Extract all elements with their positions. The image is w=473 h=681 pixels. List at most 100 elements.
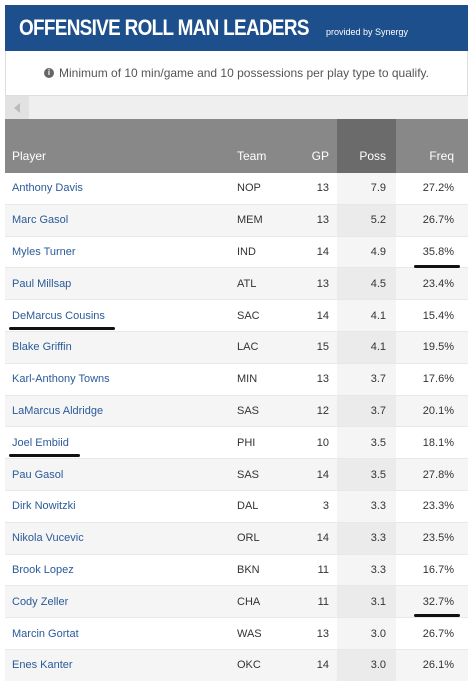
column-header-player[interactable]: Player xyxy=(12,149,47,163)
freq-cell: 27.8% xyxy=(422,468,454,481)
sorted-column-cell-bg xyxy=(337,649,396,681)
player-link[interactable]: Marc Gasol xyxy=(12,214,69,227)
sorted-column-cell-bg xyxy=(337,300,396,331)
sorted-column-cell-bg xyxy=(337,490,396,522)
sorted-column-cell-bg xyxy=(337,395,396,427)
horizontal-scrollbar[interactable] xyxy=(5,95,468,119)
sorted-column-cell-bg xyxy=(337,618,396,649)
gp-cell: 11 xyxy=(317,563,329,576)
player-link[interactable]: Enes Kanter xyxy=(12,659,73,672)
sorted-column-cell-bg xyxy=(337,554,396,586)
player-link[interactable]: Pau Gasol xyxy=(12,468,64,481)
qualification-text: Minimum of 10 min/game and 10 possession… xyxy=(59,66,429,80)
player-link[interactable]: Cody Zeller xyxy=(12,595,69,608)
poss-cell: 3.3 xyxy=(370,563,386,576)
scroll-left-button[interactable] xyxy=(5,96,29,119)
poss-cell: 3.3 xyxy=(370,532,386,545)
team-cell: OKC xyxy=(237,659,261,672)
team-cell: IND xyxy=(237,245,256,258)
sorted-column-cell-bg xyxy=(337,459,396,490)
sorted-column-cell-bg xyxy=(337,522,396,554)
team-cell: DAL xyxy=(237,500,259,513)
table-row: Karl-Anthony Towns MIN 13 3.7 17.6% xyxy=(5,363,468,396)
player-link[interactable]: Joel Embiid xyxy=(12,436,69,449)
player-link[interactable]: Brook Lopez xyxy=(12,563,74,576)
team-cell: SAS xyxy=(237,404,260,417)
gp-cell: 13 xyxy=(316,214,329,227)
freq-cell: 26.1% xyxy=(422,659,454,672)
sorted-column-cell-bg xyxy=(337,268,396,300)
poss-cell: 3.0 xyxy=(370,627,386,640)
table-row: Nikola Vucevic ORL 14 3.3 23.5% xyxy=(5,522,468,555)
provider-credit: provided by Synergy xyxy=(325,27,408,37)
gp-cell: 11 xyxy=(317,595,329,608)
poss-cell: 3.7 xyxy=(370,404,386,417)
underline-mark xyxy=(9,454,80,457)
poss-cell: 4.1 xyxy=(370,341,386,354)
table-row: Anthony Davis NOP 13 7.9 27.2% xyxy=(5,173,468,205)
freq-cell: 19.5% xyxy=(422,341,454,354)
column-header-team[interactable]: Team xyxy=(237,149,267,163)
player-link[interactable]: Nikola Vucevic xyxy=(12,532,84,545)
freq-cell: 16.7% xyxy=(422,563,454,576)
info-icon: i xyxy=(44,68,55,78)
table-row: Paul Millsap ATL 13 4.5 23.4% xyxy=(5,268,468,301)
player-link[interactable]: Myles Turner xyxy=(12,245,76,258)
underline-mark xyxy=(9,327,115,330)
gp-cell: 14 xyxy=(316,245,329,258)
table-row: Myles Turner IND 14 4.9 35.8% xyxy=(5,236,468,269)
player-link[interactable]: DeMarcus Cousins xyxy=(12,309,105,322)
gp-cell: 15 xyxy=(316,341,329,354)
freq-cell: 23.5% xyxy=(422,532,454,545)
sorted-column-cell-bg xyxy=(337,331,396,363)
player-link[interactable]: Marcin Gortat xyxy=(12,627,79,640)
poss-cell: 3.1 xyxy=(370,595,386,608)
gp-cell: 13 xyxy=(316,277,329,290)
table-header-banner: OFFENSIVE ROLL MAN LEADERS provided by S… xyxy=(5,5,468,51)
poss-cell: 3.3 xyxy=(370,500,386,513)
freq-cell: 20.1% xyxy=(422,404,454,417)
gp-cell: 10 xyxy=(316,436,329,449)
gp-cell: 13 xyxy=(316,373,329,386)
team-cell: NOP xyxy=(237,182,261,195)
poss-cell: 3.7 xyxy=(370,373,386,386)
team-cell: CHA xyxy=(237,595,261,608)
gp-cell: 12 xyxy=(316,404,329,417)
team-cell: ORL xyxy=(237,532,260,545)
sorted-column-highlight xyxy=(337,119,396,173)
column-header-gp[interactable]: GP xyxy=(311,149,329,163)
gp-cell: 3 xyxy=(322,500,329,513)
poss-cell: 4.5 xyxy=(370,277,386,290)
table-row: Dirk Nowitzki DAL 3 3.3 23.3% xyxy=(5,490,468,523)
player-link[interactable]: Blake Griffin xyxy=(12,341,72,354)
sorted-column-cell-bg xyxy=(337,173,396,204)
gp-cell: 14 xyxy=(316,309,329,322)
table-row: Pau Gasol SAS 14 3.5 27.8% xyxy=(5,459,468,491)
page-title: OFFENSIVE ROLL MAN LEADERS xyxy=(19,15,309,40)
gp-cell: 14 xyxy=(316,532,329,545)
sorted-column-cell-bg xyxy=(337,204,396,236)
poss-cell: 4.9 xyxy=(370,245,386,258)
sorted-column-cell-bg xyxy=(337,236,396,268)
freq-cell: 23.4% xyxy=(422,277,454,290)
team-cell: ATL xyxy=(237,277,257,290)
team-cell: LAC xyxy=(237,341,259,354)
freq-cell: 32.7% xyxy=(422,595,454,608)
column-header-freq[interactable]: Freq xyxy=(429,149,454,163)
table-row: DeMarcus Cousins SAC 14 4.1 15.4% xyxy=(5,300,468,332)
player-link[interactable]: Dirk Nowitzki xyxy=(12,500,76,513)
team-cell: MIN xyxy=(237,373,258,386)
column-header-poss[interactable]: Poss xyxy=(359,149,386,163)
freq-cell: 26.7% xyxy=(422,627,454,640)
table-row: Marcin Gortat WAS 13 3.0 26.7% xyxy=(5,618,468,650)
freq-cell: 26.7% xyxy=(422,214,454,227)
poss-cell: 3.0 xyxy=(370,659,386,672)
player-link[interactable]: LaMarcus Aldridge xyxy=(12,404,104,417)
table-row: Cody Zeller CHA 11 3.1 32.7% xyxy=(5,586,468,619)
player-link[interactable]: Anthony Davis xyxy=(12,182,83,195)
sorted-column-cell-bg xyxy=(337,363,396,395)
player-link[interactable]: Karl-Anthony Towns xyxy=(12,373,110,386)
freq-cell: 18.1% xyxy=(422,436,454,449)
player-link[interactable]: Paul Millsap xyxy=(12,277,72,290)
table-row: Joel Embiid PHI 10 3.5 18.1% xyxy=(5,427,468,460)
